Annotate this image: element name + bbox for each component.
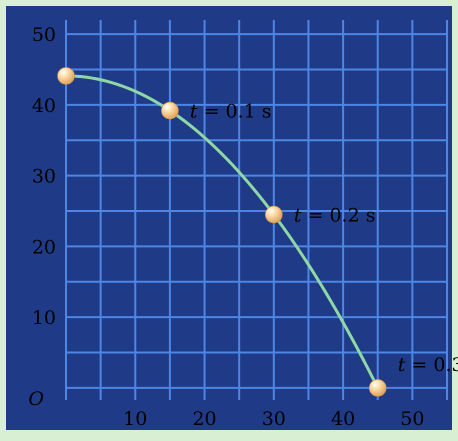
time-value: = 0.1 s xyxy=(198,101,272,123)
time-annotations: t = 0.1 st = 0.2 st = 0.3 s xyxy=(190,101,458,376)
data-points xyxy=(57,67,387,397)
time-annotation: t = 0.2 s xyxy=(294,205,376,227)
time-variable: t xyxy=(190,101,198,123)
trajectory-curve xyxy=(65,74,380,389)
y-tick-label: 40 xyxy=(32,95,56,117)
time-variable: t xyxy=(294,205,302,227)
x-tick-label: 30 xyxy=(262,408,286,430)
time-annotation: t = 0.3 s xyxy=(398,354,458,376)
data-point xyxy=(161,101,179,120)
data-point xyxy=(368,379,387,397)
x-tick-label: 50 xyxy=(400,408,424,430)
time-value: = 0.3 s xyxy=(405,354,458,376)
x-tick-label: 40 xyxy=(331,408,355,430)
x-tick-label: 10 xyxy=(123,408,147,430)
tick-labels: O 10 20 30 40 50 10 20 30 40 50 xyxy=(28,24,424,430)
y-tick-label: 10 xyxy=(32,307,56,329)
grid xyxy=(65,20,448,400)
time-value: = 0.2 s xyxy=(301,205,375,227)
x-tick-label: 20 xyxy=(192,408,216,430)
y-tick-label: 20 xyxy=(32,236,56,258)
data-point xyxy=(57,67,75,85)
time-variable: t xyxy=(398,354,406,376)
y-tick-label: 50 xyxy=(32,24,56,46)
origin-label: O xyxy=(28,388,44,410)
y-tick-label: 30 xyxy=(32,166,56,188)
time-annotation: t = 0.1 s xyxy=(190,101,272,123)
data-point xyxy=(265,205,283,224)
